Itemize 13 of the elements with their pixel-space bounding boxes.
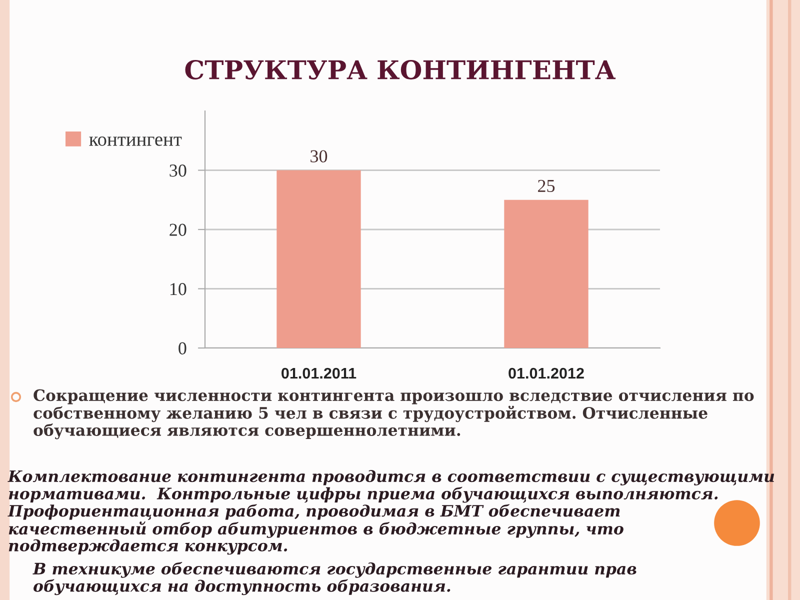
text: Комплектование контингента проводится в соответствии с существующими нормативами. Контрольные цифры приема обучающихся выполняются. Профориентационная работа, проводимая в БМТ обеспечивает качественный отбор абитуриентов в бюджетные группы, что подтверждается конкурсом. [8, 470, 774, 555]
y-tick-label: 0 [178, 342, 186, 354]
data-label: 25 [538, 180, 555, 192]
text: Сокращение численности контингента произошло вследствие отчисления по собственному желанию 5 чел в связи с трудоустройством. Отчисленные обучающиеся являются совершеннолетними. [34, 389, 754, 440]
chart-title: СТРУКТУРА КОНТИНГЕНТА [185, 60, 616, 80]
y-tick-label: 10 [170, 283, 186, 296]
data-label: 30 [310, 150, 328, 162]
x-tick-label: 01.01.2011 [282, 368, 356, 379]
text: В техникуме обеспечиваются государственные гарантии прав обучающихся на доступность образования. [32, 562, 636, 596]
y-tick-label: 20 [170, 224, 186, 236]
legend-label: контингент [89, 136, 182, 146]
y-tick-label: 30 [170, 164, 186, 177]
x-tick-label: 01.01.2012 [508, 368, 584, 379]
